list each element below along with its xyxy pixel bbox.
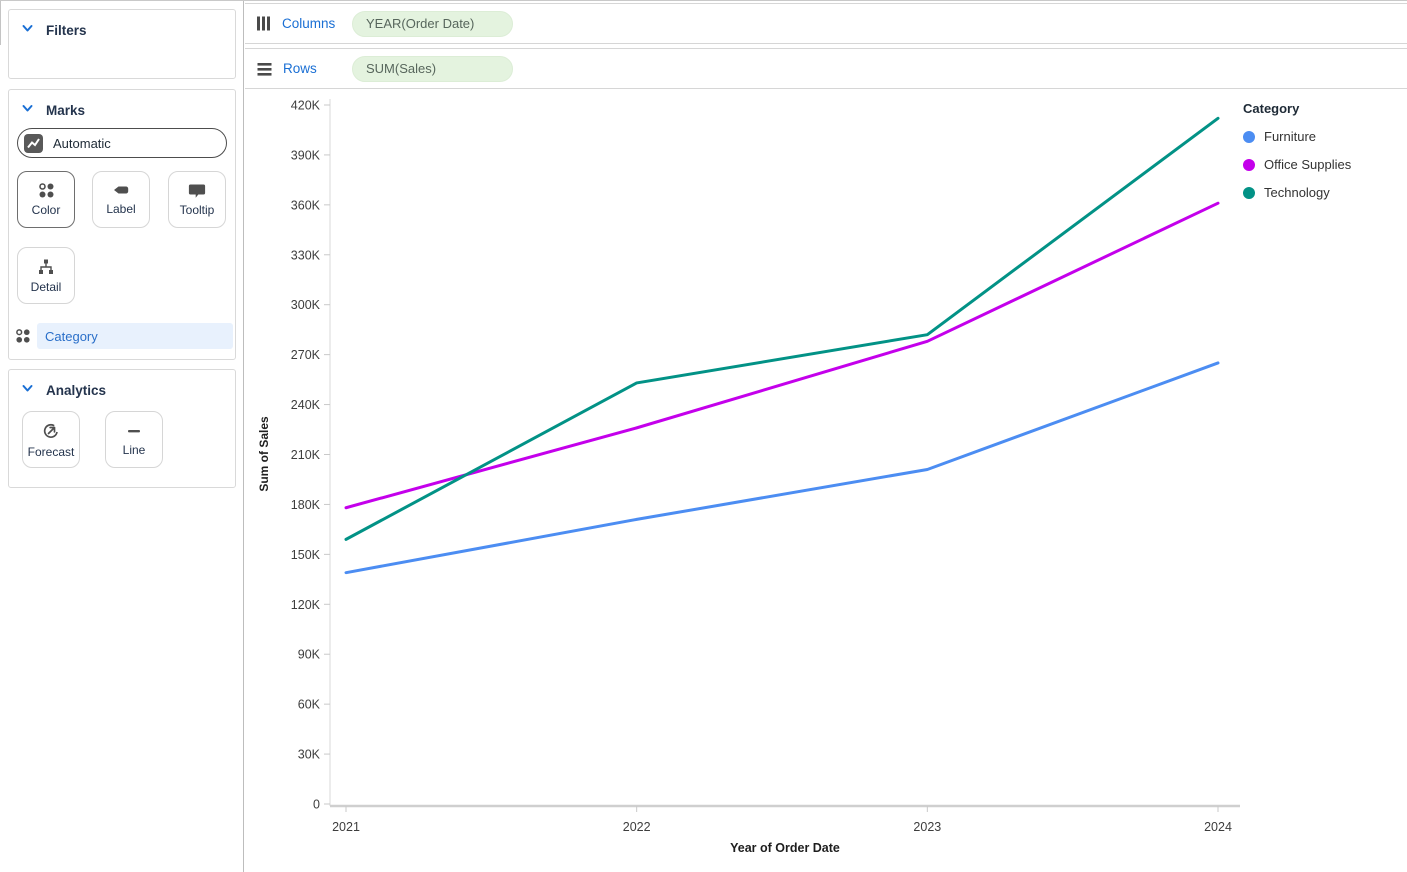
color-dots-icon <box>38 182 55 199</box>
filters-header[interactable]: Filters <box>9 10 235 38</box>
chevron-down-icon[interactable] <box>21 102 34 118</box>
tooltip-button-label: Tooltip <box>179 202 215 217</box>
label-button[interactable]: Label <box>92 171 150 228</box>
columns-icon <box>256 15 272 32</box>
color-dots-icon <box>15 328 31 344</box>
color-button-label: Color <box>31 203 61 217</box>
svg-text:330K: 330K <box>291 248 321 262</box>
svg-text:150K: 150K <box>291 548 321 562</box>
svg-text:60K: 60K <box>298 698 321 712</box>
columns-pill-label: YEAR(Order Date) <box>366 16 475 31</box>
legend-item-furniture[interactable]: Furniture <box>1243 129 1351 144</box>
svg-text:2024: 2024 <box>1204 820 1232 834</box>
hierarchy-icon <box>37 258 55 276</box>
svg-text:360K: 360K <box>291 198 321 212</box>
mark-type-dropdown[interactable]: Automatic <box>17 128 227 158</box>
tooltip-button[interactable]: Tooltip <box>168 171 226 228</box>
legend-item-technology[interactable]: Technology <box>1243 185 1351 200</box>
legend-label: Furniture <box>1264 129 1317 144</box>
svg-text:180K: 180K <box>291 498 321 512</box>
svg-text:2021: 2021 <box>332 820 360 834</box>
columns-shelf[interactable]: Columns YEAR(Order Date) <box>245 3 1407 44</box>
rows-shelf[interactable]: Rows SUM(Sales) <box>245 48 1407 89</box>
forecast-button-label: Forecast <box>27 444 75 459</box>
line-chart[interactable]: 0 30K 60K 90K 120K 150K 180K 210K 240K 270K 300K 33… <box>245 89 1407 872</box>
svg-text:2023: 2023 <box>913 820 941 834</box>
panel-edge-divider <box>0 1 1 45</box>
furniture-color-dot <box>1243 130 1255 143</box>
svg-text:120K: 120K <box>291 598 321 612</box>
chevron-down-icon[interactable] <box>21 22 34 38</box>
detail-button[interactable]: Detail <box>17 247 75 304</box>
analytics-title: Analytics <box>46 382 107 398</box>
rows-field-pill[interactable]: SUM(Sales) <box>352 55 513 82</box>
svg-text:2022: 2022 <box>623 820 651 834</box>
line-button[interactable]: Line <box>105 411 163 468</box>
filters-title: Filters <box>46 22 87 38</box>
svg-text:420K: 420K <box>291 99 321 113</box>
legend-label: Office Supplies <box>1264 157 1352 172</box>
y-axis-title: Sum of Sales <box>257 416 271 492</box>
chart-pane: 0 30K 60K 90K 120K 150K 180K 210K 240K 270K 300K 33… <box>245 89 1407 872</box>
line-button-label: Line <box>122 442 146 457</box>
svg-text:240K: 240K <box>291 398 321 412</box>
marks-card: Marks Automatic Color <box>8 89 236 360</box>
color-button[interactable]: Color <box>17 171 75 228</box>
detail-button-label: Detail <box>30 279 62 294</box>
legend-item-office-supplies[interactable]: Office Supplies <box>1243 157 1351 172</box>
office-supplies-color-dot <box>1243 158 1255 171</box>
technology-color-dot <box>1243 186 1255 199</box>
line-mark-icon <box>24 133 43 153</box>
mark-encoding-row: Category <box>15 323 233 349</box>
analytics-header[interactable]: Analytics <box>9 370 235 398</box>
svg-text:30K: 30K <box>298 748 321 762</box>
chevron-down-icon[interactable] <box>21 382 34 398</box>
speech-bubble-icon <box>188 183 206 199</box>
rows-shelf-label: Rows <box>283 61 317 76</box>
analytics-card: Analytics Forecast Line <box>8 369 236 488</box>
svg-text:90K: 90K <box>298 648 321 662</box>
columns-shelf-label: Columns <box>282 16 336 31</box>
mark-type-label: Automatic <box>53 135 111 151</box>
color-legend: Category Furniture Office Supplies Techn… <box>1243 101 1351 213</box>
tag-icon <box>112 184 130 198</box>
dash-icon <box>126 423 142 439</box>
category-encoding-pill[interactable]: Category <box>37 323 233 349</box>
legend-title: Category <box>1243 101 1300 116</box>
filters-card: Filters <box>8 9 236 79</box>
marks-header[interactable]: Marks <box>9 90 235 118</box>
svg-text:390K: 390K <box>291 148 321 162</box>
legend-label: Technology <box>1264 185 1330 200</box>
rows-icon <box>256 61 273 77</box>
left-sidebar: Filters Marks Automatic <box>0 1 244 872</box>
svg-text:270K: 270K <box>291 348 321 362</box>
columns-field-pill[interactable]: YEAR(Order Date) <box>352 10 513 37</box>
rows-pill-label: SUM(Sales) <box>366 61 437 76</box>
category-pill-label: Category <box>45 328 98 344</box>
x-axis-title: Year of Order Date <box>730 841 840 855</box>
marks-title: Marks <box>46 102 86 118</box>
svg-text:300K: 300K <box>291 298 321 312</box>
svg-text:0: 0 <box>313 798 320 812</box>
label-button-label: Label <box>106 201 136 216</box>
forecast-button[interactable]: Forecast <box>22 411 80 468</box>
svg-text:210K: 210K <box>291 448 321 462</box>
forecast-swirl-icon <box>41 421 61 441</box>
